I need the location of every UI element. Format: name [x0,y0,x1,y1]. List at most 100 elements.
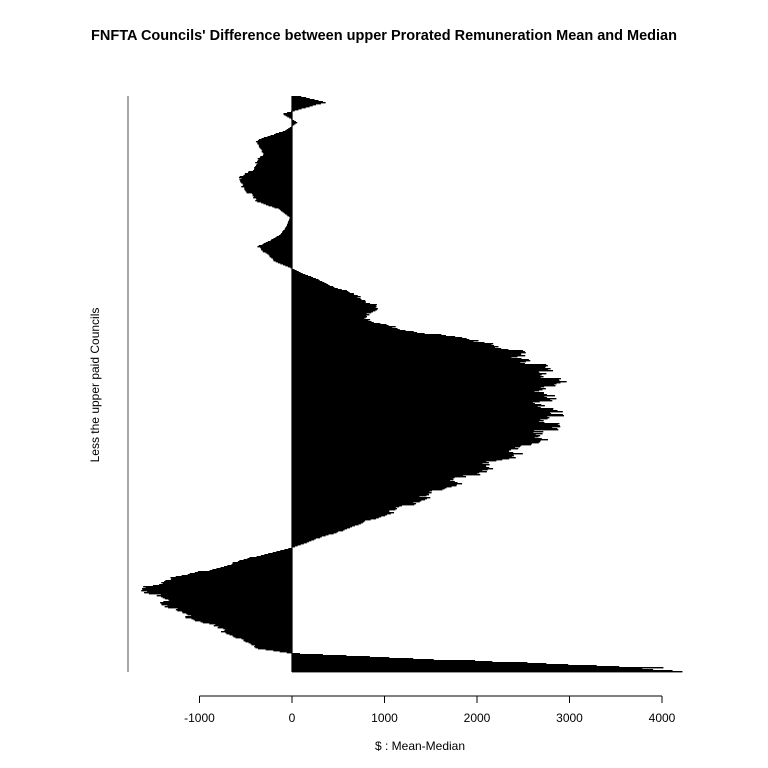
bar [217,627,292,629]
bar [261,249,292,251]
bar [262,244,292,246]
bar [292,531,339,533]
bar [169,600,292,602]
bar [268,205,292,207]
bar [244,174,292,176]
bar [292,468,494,470]
bar [292,653,301,655]
bar [292,454,514,456]
bar [292,105,313,107]
bar [289,217,292,219]
bar [292,402,533,404]
bar [292,347,495,349]
bar [292,545,298,547]
bar [292,330,406,332]
bar [249,557,292,559]
bar [292,541,309,543]
bar [242,185,292,187]
bar [287,223,292,225]
bar [292,494,430,496]
bar [292,281,323,283]
bar [239,560,292,562]
bar [292,273,303,275]
bar [286,652,292,654]
bar [292,100,319,102]
bar [292,301,366,303]
bar [261,202,292,204]
bar [292,275,309,277]
bar [292,439,549,441]
bar [292,455,514,457]
bar [292,389,543,391]
bar [280,209,292,211]
bar [281,210,292,212]
bar [292,361,526,363]
bar [283,114,292,116]
bar [292,344,492,346]
bar [242,183,292,185]
bar [292,321,372,323]
bar [292,386,545,388]
bar [292,339,470,341]
bar [292,376,544,378]
bar [292,538,316,540]
bar [287,222,292,224]
bar [282,264,292,266]
bar [152,585,292,587]
bar [292,492,432,494]
bar [251,193,292,195]
bar [253,197,292,199]
bar [292,365,548,367]
bar [292,453,523,455]
bar [167,605,292,607]
bar [175,576,292,578]
bar [292,288,338,290]
bar [251,644,292,646]
bar [248,642,292,644]
bar [265,649,292,651]
bar [292,316,368,318]
x-axis: -1000 0 1000 2000 3000 4000 [184,695,676,725]
bar [292,103,321,105]
bar [292,305,376,307]
bar [265,204,292,206]
bar [292,401,540,403]
bar [292,294,355,296]
bar [292,510,390,512]
bar [292,276,312,278]
bar [193,619,292,621]
bar [282,211,292,213]
bar [292,363,525,365]
bar [143,586,292,588]
bar [260,148,292,150]
bar [292,444,532,446]
bar [292,529,345,531]
bar [292,523,361,525]
bar-series [141,96,683,673]
bar [292,302,366,304]
bar [292,431,544,433]
bar [292,461,487,463]
bar [292,516,382,518]
bar [292,440,541,442]
bar [292,405,545,407]
bar [292,338,467,340]
bar [292,485,457,487]
bar [144,592,292,594]
bar [292,481,455,483]
bar [292,488,445,490]
bar [164,598,292,600]
bar [292,493,429,495]
bar [292,409,553,411]
bar [292,348,502,350]
bar [233,636,292,638]
bar [292,416,548,418]
bar [292,441,541,443]
bar [161,603,292,605]
bar [255,141,292,143]
bar [292,535,326,537]
bar [263,243,292,245]
bar [162,597,292,599]
bar [292,315,367,317]
